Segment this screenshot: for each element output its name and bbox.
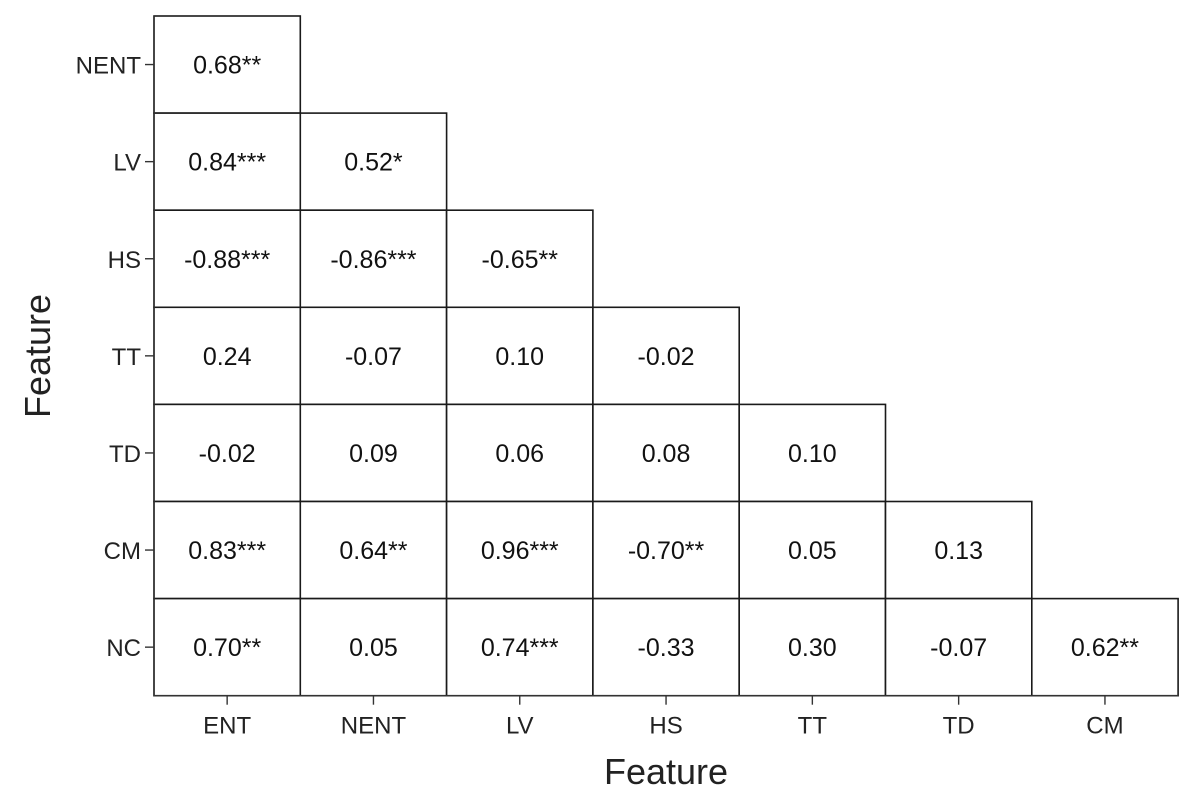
y-tick-label: TT	[112, 344, 142, 371]
matrix-cell-value: 0.70**	[193, 634, 261, 662]
matrix-cell: 0.08	[592, 403, 741, 503]
matrix-cell: 0.24	[153, 306, 302, 406]
matrix-cell: -0.02	[153, 403, 302, 503]
matrix-cell-box	[299, 306, 448, 406]
y-axis-title: Feature	[17, 294, 58, 418]
matrix-cell-value: 0.10	[495, 343, 544, 371]
matrix-cell: -0.33	[592, 597, 741, 697]
matrix-cell: -0.88***	[153, 209, 302, 309]
matrix-cell: 0.10	[445, 306, 594, 406]
x-tick-label: CM	[1086, 713, 1123, 740]
matrix-cell-box	[299, 403, 448, 503]
matrix-cell: 0.68**	[153, 15, 302, 114]
matrix-cell: -0.07	[884, 597, 1033, 697]
matrix-cell-box	[592, 403, 741, 503]
matrix-cell: 0.84***	[153, 112, 302, 211]
matrix-cell-box	[153, 597, 302, 697]
matrix-cell: -0.02	[592, 306, 741, 406]
matrix-cell-value: 0.64**	[339, 537, 407, 565]
matrix-cell: -0.65**	[445, 209, 594, 309]
matrix-cell: 0.09	[299, 403, 448, 503]
matrix-cell-value: 0.05	[349, 634, 398, 662]
matrix-cell-box	[153, 15, 302, 114]
x-tick-label: TT	[798, 713, 828, 740]
matrix-cell-value: 0.10	[788, 440, 837, 468]
matrix-cell-box	[592, 597, 741, 697]
matrix-cell-value: -0.33	[638, 634, 695, 662]
x-tick-label: NENT	[341, 713, 407, 740]
matrix-cells: 0.68** 0.84*** 0.52* -0.88*** -0.86*** -0.65*…	[153, 15, 1179, 697]
matrix-cell-value: -0.70**	[628, 537, 705, 565]
matrix-cell-box	[738, 500, 887, 600]
matrix-cell-box	[153, 112, 302, 211]
matrix-cell-box	[445, 403, 594, 503]
matrix-cell: 0.05	[738, 500, 887, 600]
matrix-cell: 0.62**	[1031, 597, 1179, 697]
matrix-cell: 0.06	[445, 403, 594, 503]
matrix-cell-value: -0.02	[638, 343, 695, 371]
matrix-cell-box	[592, 500, 741, 600]
axes: NENT LV HS TT TD CM NC ENT NENT LV HS TT TD CM	[76, 16, 1179, 740]
matrix-cell-box	[153, 209, 302, 309]
matrix-cell-value: 0.74***	[481, 634, 559, 662]
matrix-cell: 0.30	[738, 597, 887, 697]
y-tick-label: CM	[104, 538, 141, 565]
matrix-cell-box	[445, 209, 594, 309]
matrix-cell-value: 0.84***	[188, 149, 266, 177]
matrix-cell-value: -0.07	[345, 343, 402, 371]
y-tick-label: HS	[108, 247, 141, 274]
matrix-cell-value: 0.30	[788, 634, 837, 662]
matrix-cell: 0.52*	[299, 112, 448, 211]
y-tick-label: LV	[113, 150, 141, 177]
y-tick-label: NENT	[76, 53, 142, 80]
x-tick-label: ENT	[203, 713, 251, 740]
matrix-cell-box	[884, 500, 1033, 600]
matrix-cell-value: -0.86***	[330, 246, 416, 274]
x-tick-label: HS	[649, 713, 682, 740]
matrix-cell-box	[445, 500, 594, 600]
matrix-cell-value: 0.05	[788, 537, 837, 565]
matrix-cell-box	[299, 500, 448, 600]
matrix-cell: 0.10	[738, 403, 887, 503]
x-tick-label: TD	[943, 713, 975, 740]
matrix-cell-value: 0.83***	[188, 537, 266, 565]
matrix-cell-box	[299, 112, 448, 211]
matrix-cell-value: 0.62**	[1071, 634, 1139, 662]
matrix-cell-value: 0.08	[642, 440, 691, 468]
matrix-cell: 0.83***	[153, 500, 302, 600]
matrix-cell: 0.64**	[299, 500, 448, 600]
matrix-cell: 0.13	[884, 500, 1033, 600]
matrix-cell-value: 0.68**	[193, 52, 261, 80]
matrix-cell-box	[299, 597, 448, 697]
matrix-cell: 0.05	[299, 597, 448, 697]
matrix-cell-box	[738, 403, 887, 503]
matrix-cell-value: 0.13	[934, 537, 983, 565]
matrix-cell: 0.96***	[445, 500, 594, 600]
matrix-cell-value: -0.88***	[184, 246, 270, 274]
matrix-cell-value: 0.96***	[481, 537, 559, 565]
matrix-cell-value: 0.52*	[344, 149, 403, 177]
matrix-cell-value: 0.09	[349, 440, 398, 468]
matrix-cell-box	[1031, 597, 1179, 697]
y-tick-label: NC	[106, 635, 141, 662]
matrix-cell-value: 0.06	[495, 440, 544, 468]
matrix-cell-value: -0.02	[199, 440, 256, 468]
matrix-cell-box	[299, 209, 448, 309]
matrix-cell-box	[884, 597, 1033, 697]
matrix-cell: -0.86***	[299, 209, 448, 309]
matrix-cell: -0.70**	[592, 500, 741, 600]
x-tick-label: LV	[506, 713, 534, 740]
x-axis-title: Feature	[604, 751, 728, 792]
matrix-cell-box	[592, 306, 741, 406]
y-tick-label: TD	[109, 441, 141, 468]
matrix-cell: -0.07	[299, 306, 448, 406]
matrix-cell-value: -0.65**	[482, 246, 559, 274]
matrix-cell: 0.70**	[153, 597, 302, 697]
matrix-cell-value: 0.24	[203, 343, 252, 371]
matrix-cell-value: -0.07	[930, 634, 987, 662]
matrix-cell: 0.74***	[445, 597, 594, 697]
